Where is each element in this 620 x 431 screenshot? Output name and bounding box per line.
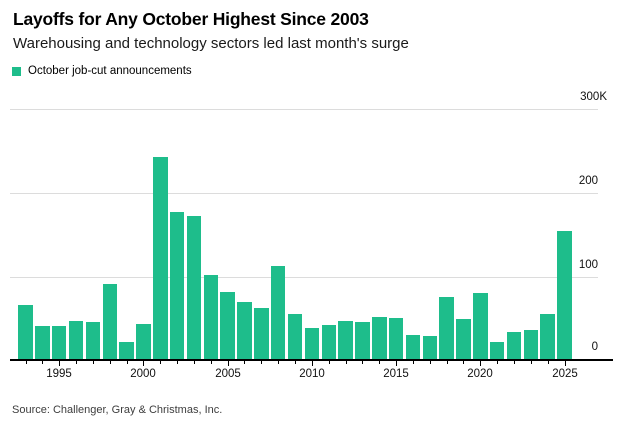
x-tick-2002 <box>177 361 178 364</box>
bar-2019[interactable] <box>456 319 471 360</box>
bar-1997[interactable] <box>85 322 101 360</box>
x-axis-label-2000: 2000 <box>130 368 156 380</box>
bar-2005[interactable] <box>220 292 235 360</box>
x-tick-1996 <box>76 361 77 364</box>
bar-2004[interactable] <box>203 275 218 360</box>
bar-1993[interactable] <box>18 305 33 360</box>
bar-1999[interactable] <box>119 342 134 360</box>
gridline-100k <box>10 277 598 278</box>
x-axis-label-2020: 2020 <box>467 368 493 380</box>
bar-2003[interactable] <box>186 216 202 360</box>
y-axis-label-0: 0 <box>591 341 598 353</box>
x-tick-2013 <box>362 361 363 364</box>
x-tick-2001 <box>160 361 161 364</box>
x-tick-2019 <box>463 361 464 364</box>
x-axis-label-2015: 2015 <box>383 368 409 380</box>
x-tick-2010 <box>312 361 313 366</box>
bar-2022[interactable] <box>506 332 522 360</box>
bar-2009[interactable] <box>287 314 303 360</box>
x-tick-2008 <box>278 361 279 364</box>
x-tick-2004 <box>211 361 212 364</box>
x-tick-2025 <box>565 361 566 366</box>
x-tick-2015 <box>396 361 397 366</box>
bar-2012[interactable] <box>338 321 353 360</box>
bar-1998[interactable] <box>102 284 117 360</box>
x-tick-2020 <box>480 361 481 366</box>
legend-label: October job-cut announcements <box>28 65 192 77</box>
bar-1996[interactable] <box>68 321 84 360</box>
x-tick-2011 <box>329 361 330 364</box>
x-tick-2006 <box>244 361 245 364</box>
x-tick-1997 <box>93 361 94 364</box>
x-tick-1999 <box>127 361 128 364</box>
bar-2001[interactable] <box>153 157 168 360</box>
x-axis-label-2005: 2005 <box>215 368 241 380</box>
x-tick-1995 <box>59 361 60 366</box>
bar-2016[interactable] <box>405 335 421 360</box>
y-axis-label-200: 200 <box>578 175 598 187</box>
bar-2024[interactable] <box>540 314 555 360</box>
bar-1994[interactable] <box>35 326 50 360</box>
x-tick-1993 <box>26 361 27 364</box>
bar-2014[interactable] <box>372 317 387 360</box>
bar-2025[interactable] <box>557 231 572 360</box>
x-tick-2000 <box>143 361 144 366</box>
legend-swatch-icon <box>12 66 21 76</box>
chart-subtitle: Warehousing and technology sectors led l… <box>13 35 409 52</box>
bar-1995[interactable] <box>51 326 67 360</box>
x-tick-2007 <box>261 361 262 364</box>
bar-2000[interactable] <box>136 324 151 360</box>
x-tick-2005 <box>228 361 229 366</box>
gridline-200k <box>10 193 598 194</box>
x-tick-2023 <box>531 361 532 364</box>
x-tick-2018 <box>447 361 448 364</box>
x-tick-2017 <box>430 361 431 364</box>
x-tick-1998 <box>110 361 111 364</box>
bar-2021[interactable] <box>489 342 505 360</box>
gridline-300k <box>10 109 598 110</box>
source-note: Source: Challenger, Gray & Christmas, In… <box>12 404 223 416</box>
bar-2015[interactable] <box>388 318 404 360</box>
bar-2011[interactable] <box>321 325 336 360</box>
x-tick-2012 <box>346 361 347 364</box>
bar-2023[interactable] <box>523 330 539 360</box>
page-title: Layoffs for Any October Highest Since 20… <box>13 9 369 29</box>
x-tick-2009 <box>295 361 296 364</box>
bar-2008[interactable] <box>270 266 286 360</box>
x-tick-2016 <box>413 361 414 364</box>
y-axis-label-100: 100 <box>578 259 598 271</box>
x-axis-label-2010: 2010 <box>299 368 325 380</box>
x-tick-2022 <box>514 361 515 364</box>
x-tick-1994 <box>42 361 43 364</box>
bar-2002[interactable] <box>169 212 185 360</box>
x-tick-2003 <box>194 361 195 364</box>
y-axis-label-300k: 300K <box>580 91 607 103</box>
bar-2006[interactable] <box>237 302 252 360</box>
bar-2010[interactable] <box>304 328 320 360</box>
bar-2018[interactable] <box>439 297 454 360</box>
bar-2013[interactable] <box>355 322 370 360</box>
legend: October job-cut announcements <box>12 64 192 78</box>
x-axis-line <box>10 359 613 361</box>
x-tick-2014 <box>379 361 380 364</box>
bar-2017[interactable] <box>422 336 437 360</box>
x-axis-label-1995: 1995 <box>46 368 72 380</box>
bar-2020[interactable] <box>473 293 488 360</box>
x-tick-2021 <box>497 361 498 364</box>
bar-2007[interactable] <box>254 308 269 360</box>
x-tick-2024 <box>548 361 549 364</box>
x-axis-label-2025: 2025 <box>552 368 578 380</box>
